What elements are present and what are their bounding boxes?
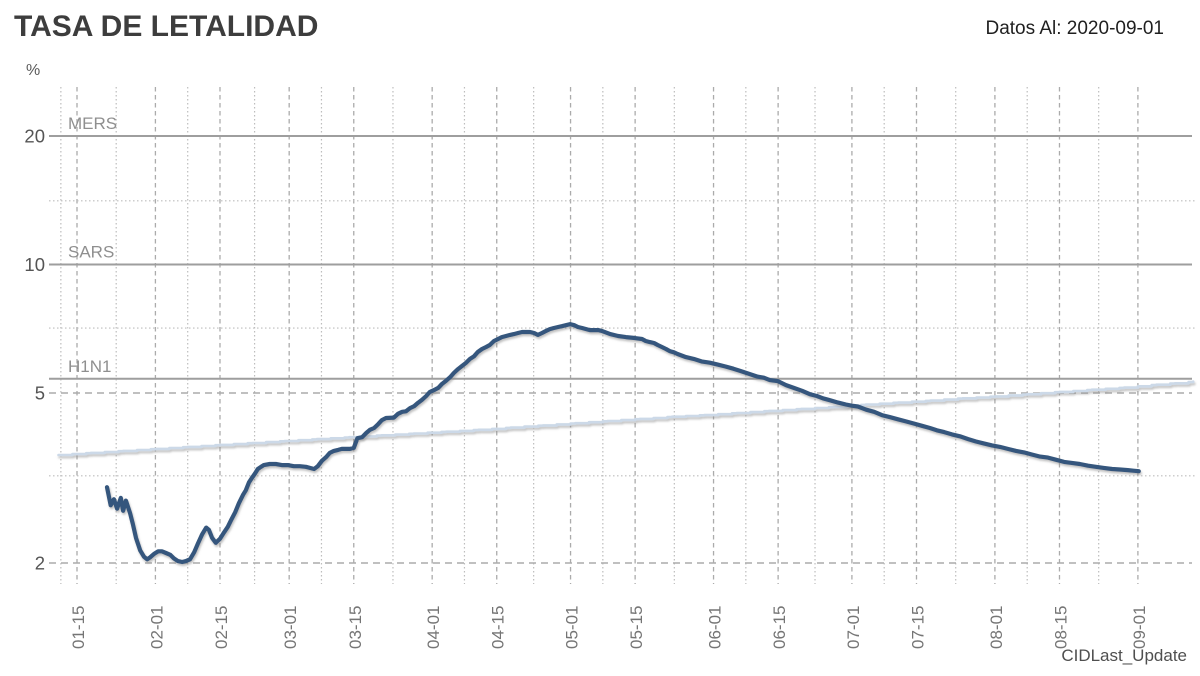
x-tick-label: 05-01 — [563, 606, 582, 649]
datos-al-label: Datos Al: 2020-09-01 — [985, 18, 1164, 39]
x-tick-label: 03-01 — [281, 606, 300, 649]
x-tick-label: 06-01 — [706, 606, 725, 649]
x-tick-label: 04-01 — [424, 606, 443, 649]
y-tick-label: 2 — [35, 552, 45, 573]
main-series-line — [104, 322, 1141, 565]
x-tick-label: 02-15 — [212, 606, 231, 649]
x-tick-label: 07-15 — [908, 606, 927, 649]
x-tick-label: 05-15 — [627, 606, 646, 649]
x-tick-label: 02-01 — [147, 606, 166, 649]
footer-source-label: CIDLast_Update — [1061, 646, 1187, 665]
reference-line-label: H1N1 — [68, 357, 111, 376]
page-title: TASA DE LETALIDAD — [14, 10, 319, 43]
x-tick-label: 01-15 — [69, 606, 88, 649]
reference-line-label: MERS — [68, 114, 117, 133]
y-axis-unit-label: % — [26, 62, 41, 79]
reference-line-label: SARS — [68, 243, 114, 262]
x-tick-label: 03-15 — [346, 606, 365, 649]
x-tick-label: 08-15 — [1051, 606, 1070, 649]
secondary-series-line — [57, 380, 1195, 457]
x-tick-label: 09-01 — [1130, 606, 1149, 649]
y-tick-label: 10 — [24, 254, 45, 275]
x-tick-label: 08-01 — [987, 606, 1006, 649]
x-tick-label: 07-01 — [844, 606, 863, 649]
x-tick-label: 04-15 — [489, 606, 508, 649]
y-tick-label: 5 — [35, 383, 45, 404]
y-tick-label: 20 — [24, 125, 45, 146]
x-tick-label: 06-15 — [770, 606, 789, 649]
